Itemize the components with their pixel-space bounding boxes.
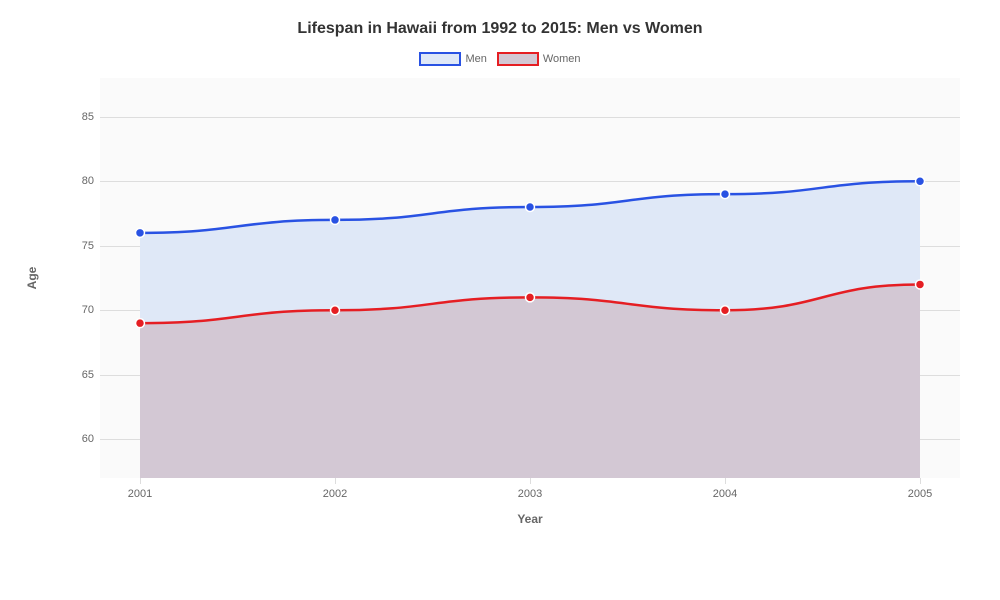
series-marker-0[interactable] bbox=[916, 177, 925, 186]
series-marker-0[interactable] bbox=[331, 215, 340, 224]
legend-swatch-women bbox=[497, 52, 539, 66]
y-tick-label: 75 bbox=[82, 240, 94, 252]
x-tick bbox=[725, 478, 726, 484]
y-tick-label: 85 bbox=[82, 111, 94, 123]
plot-area: 606570758085 Age 20012002200320042005 Ye… bbox=[60, 78, 960, 508]
y-axis-title: Age bbox=[25, 267, 39, 290]
legend-item-women[interactable]: Women bbox=[497, 52, 581, 66]
legend-label-women: Women bbox=[543, 53, 581, 65]
y-axis: 60 65 70 75 80 85 bbox=[60, 78, 100, 478]
series-marker-0[interactable] bbox=[721, 190, 730, 199]
x-tick bbox=[920, 478, 921, 484]
plot-svg bbox=[100, 78, 960, 478]
series-marker-1[interactable] bbox=[916, 280, 925, 289]
series-marker-1[interactable] bbox=[136, 319, 145, 328]
legend: Men Women bbox=[0, 52, 1000, 66]
x-tick-label: 2005 bbox=[908, 488, 932, 500]
legend-swatch-men bbox=[419, 52, 461, 66]
x-axis-title: Year bbox=[517, 512, 542, 526]
x-tick-label: 2003 bbox=[518, 488, 542, 500]
x-tick bbox=[140, 478, 141, 484]
series-marker-1[interactable] bbox=[331, 306, 340, 315]
y-tick-label: 65 bbox=[82, 369, 94, 381]
series-marker-1[interactable] bbox=[526, 293, 535, 302]
y-tick-label: 80 bbox=[82, 175, 94, 187]
legend-item-men[interactable]: Men bbox=[419, 52, 486, 66]
legend-label-men: Men bbox=[465, 53, 486, 65]
x-tick bbox=[335, 478, 336, 484]
x-tick-label: 2004 bbox=[713, 488, 737, 500]
y-tick-label: 70 bbox=[82, 304, 94, 316]
x-tick bbox=[530, 478, 531, 484]
series-marker-1[interactable] bbox=[721, 306, 730, 315]
series-marker-0[interactable] bbox=[526, 203, 535, 212]
x-tick-label: 2001 bbox=[128, 488, 152, 500]
chart-container: Lifespan in Hawaii from 1992 to 2015: Me… bbox=[0, 0, 1000, 600]
y-tick-label: 60 bbox=[82, 433, 94, 445]
series-marker-0[interactable] bbox=[136, 228, 145, 237]
x-tick-label: 2002 bbox=[323, 488, 347, 500]
chart-title: Lifespan in Hawaii from 1992 to 2015: Me… bbox=[0, 0, 1000, 38]
